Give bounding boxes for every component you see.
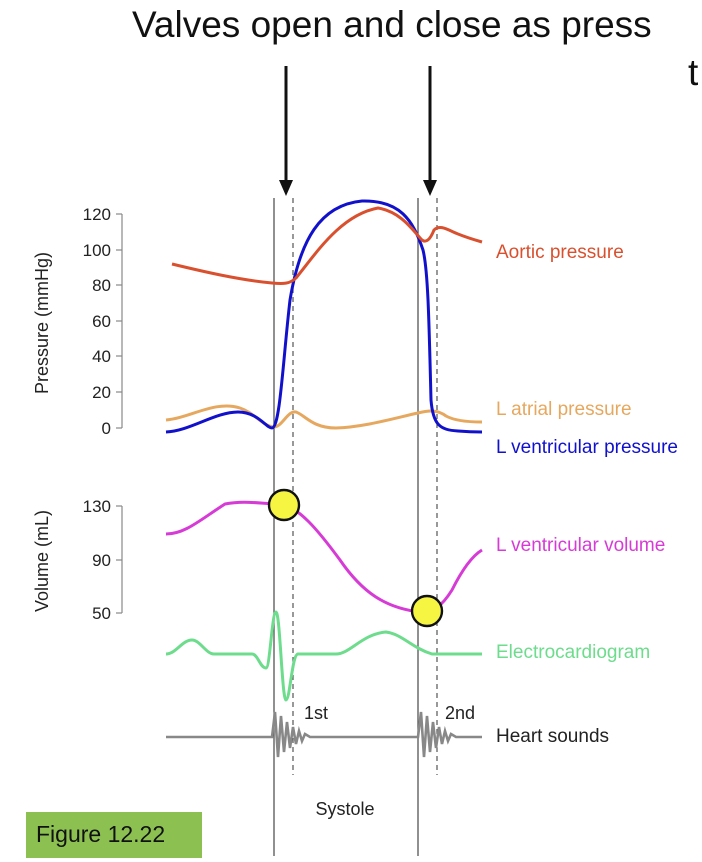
figure-label: Figure 12.22 (36, 821, 166, 847)
pressure-tick-label: 100 (83, 241, 111, 260)
heading-line-1: Valves open and close as press (132, 4, 652, 45)
second-sound-label: 2nd (445, 703, 475, 723)
heart-sounds-label: Heart sounds (496, 726, 609, 747)
l-ventricular-volume-curve (165, 500, 483, 614)
l-atrial-pressure-label: L atrial pressure (496, 399, 632, 420)
pressure-tick-label: 120 (83, 205, 111, 224)
pressure-tick-label: 60 (92, 312, 111, 331)
pressure-tick-label: 20 (92, 383, 111, 402)
pressure-tick-marks (116, 213, 122, 429)
volume-tick-marks (116, 505, 122, 614)
l-ventricular-volume-label: L ventricular volume (496, 535, 665, 556)
pressure-tick-label: 40 (92, 347, 111, 366)
electrocardiogram-curve (165, 610, 482, 702)
pressure-tick-label: 0 (102, 419, 111, 438)
volume-tick-label: 50 (92, 604, 111, 623)
pressure-axis-label: Pressure (mmHg) (32, 252, 52, 394)
l-ventricular-pressure-label: L ventricular pressure (496, 437, 678, 458)
heading-line-2: t (688, 52, 699, 93)
valve-event-marker (410, 594, 444, 628)
electrocardiogram-label: Electrocardiogram (496, 642, 650, 663)
volume-axis-label: Volume (mL) (32, 510, 52, 612)
l-atrial-pressure-curve (165, 404, 483, 430)
arrowhead-left (279, 180, 293, 196)
aortic-pressure-curve (171, 206, 483, 285)
figure-badge (26, 812, 202, 858)
arrowhead-right (423, 180, 437, 196)
aortic-pressure-label: Aortic pressure (496, 242, 624, 263)
l-ventricular-pressure-curve (165, 199, 483, 434)
valve-event-marker (267, 488, 301, 522)
systole-label: Systole (315, 799, 374, 819)
volume-tick-label: 90 (92, 551, 111, 570)
first-sound-label: 1st (304, 703, 328, 723)
volume-tick-label: 130 (83, 497, 111, 516)
pressure-tick-label: 80 (92, 276, 111, 295)
heart-sounds-curve (166, 711, 482, 758)
